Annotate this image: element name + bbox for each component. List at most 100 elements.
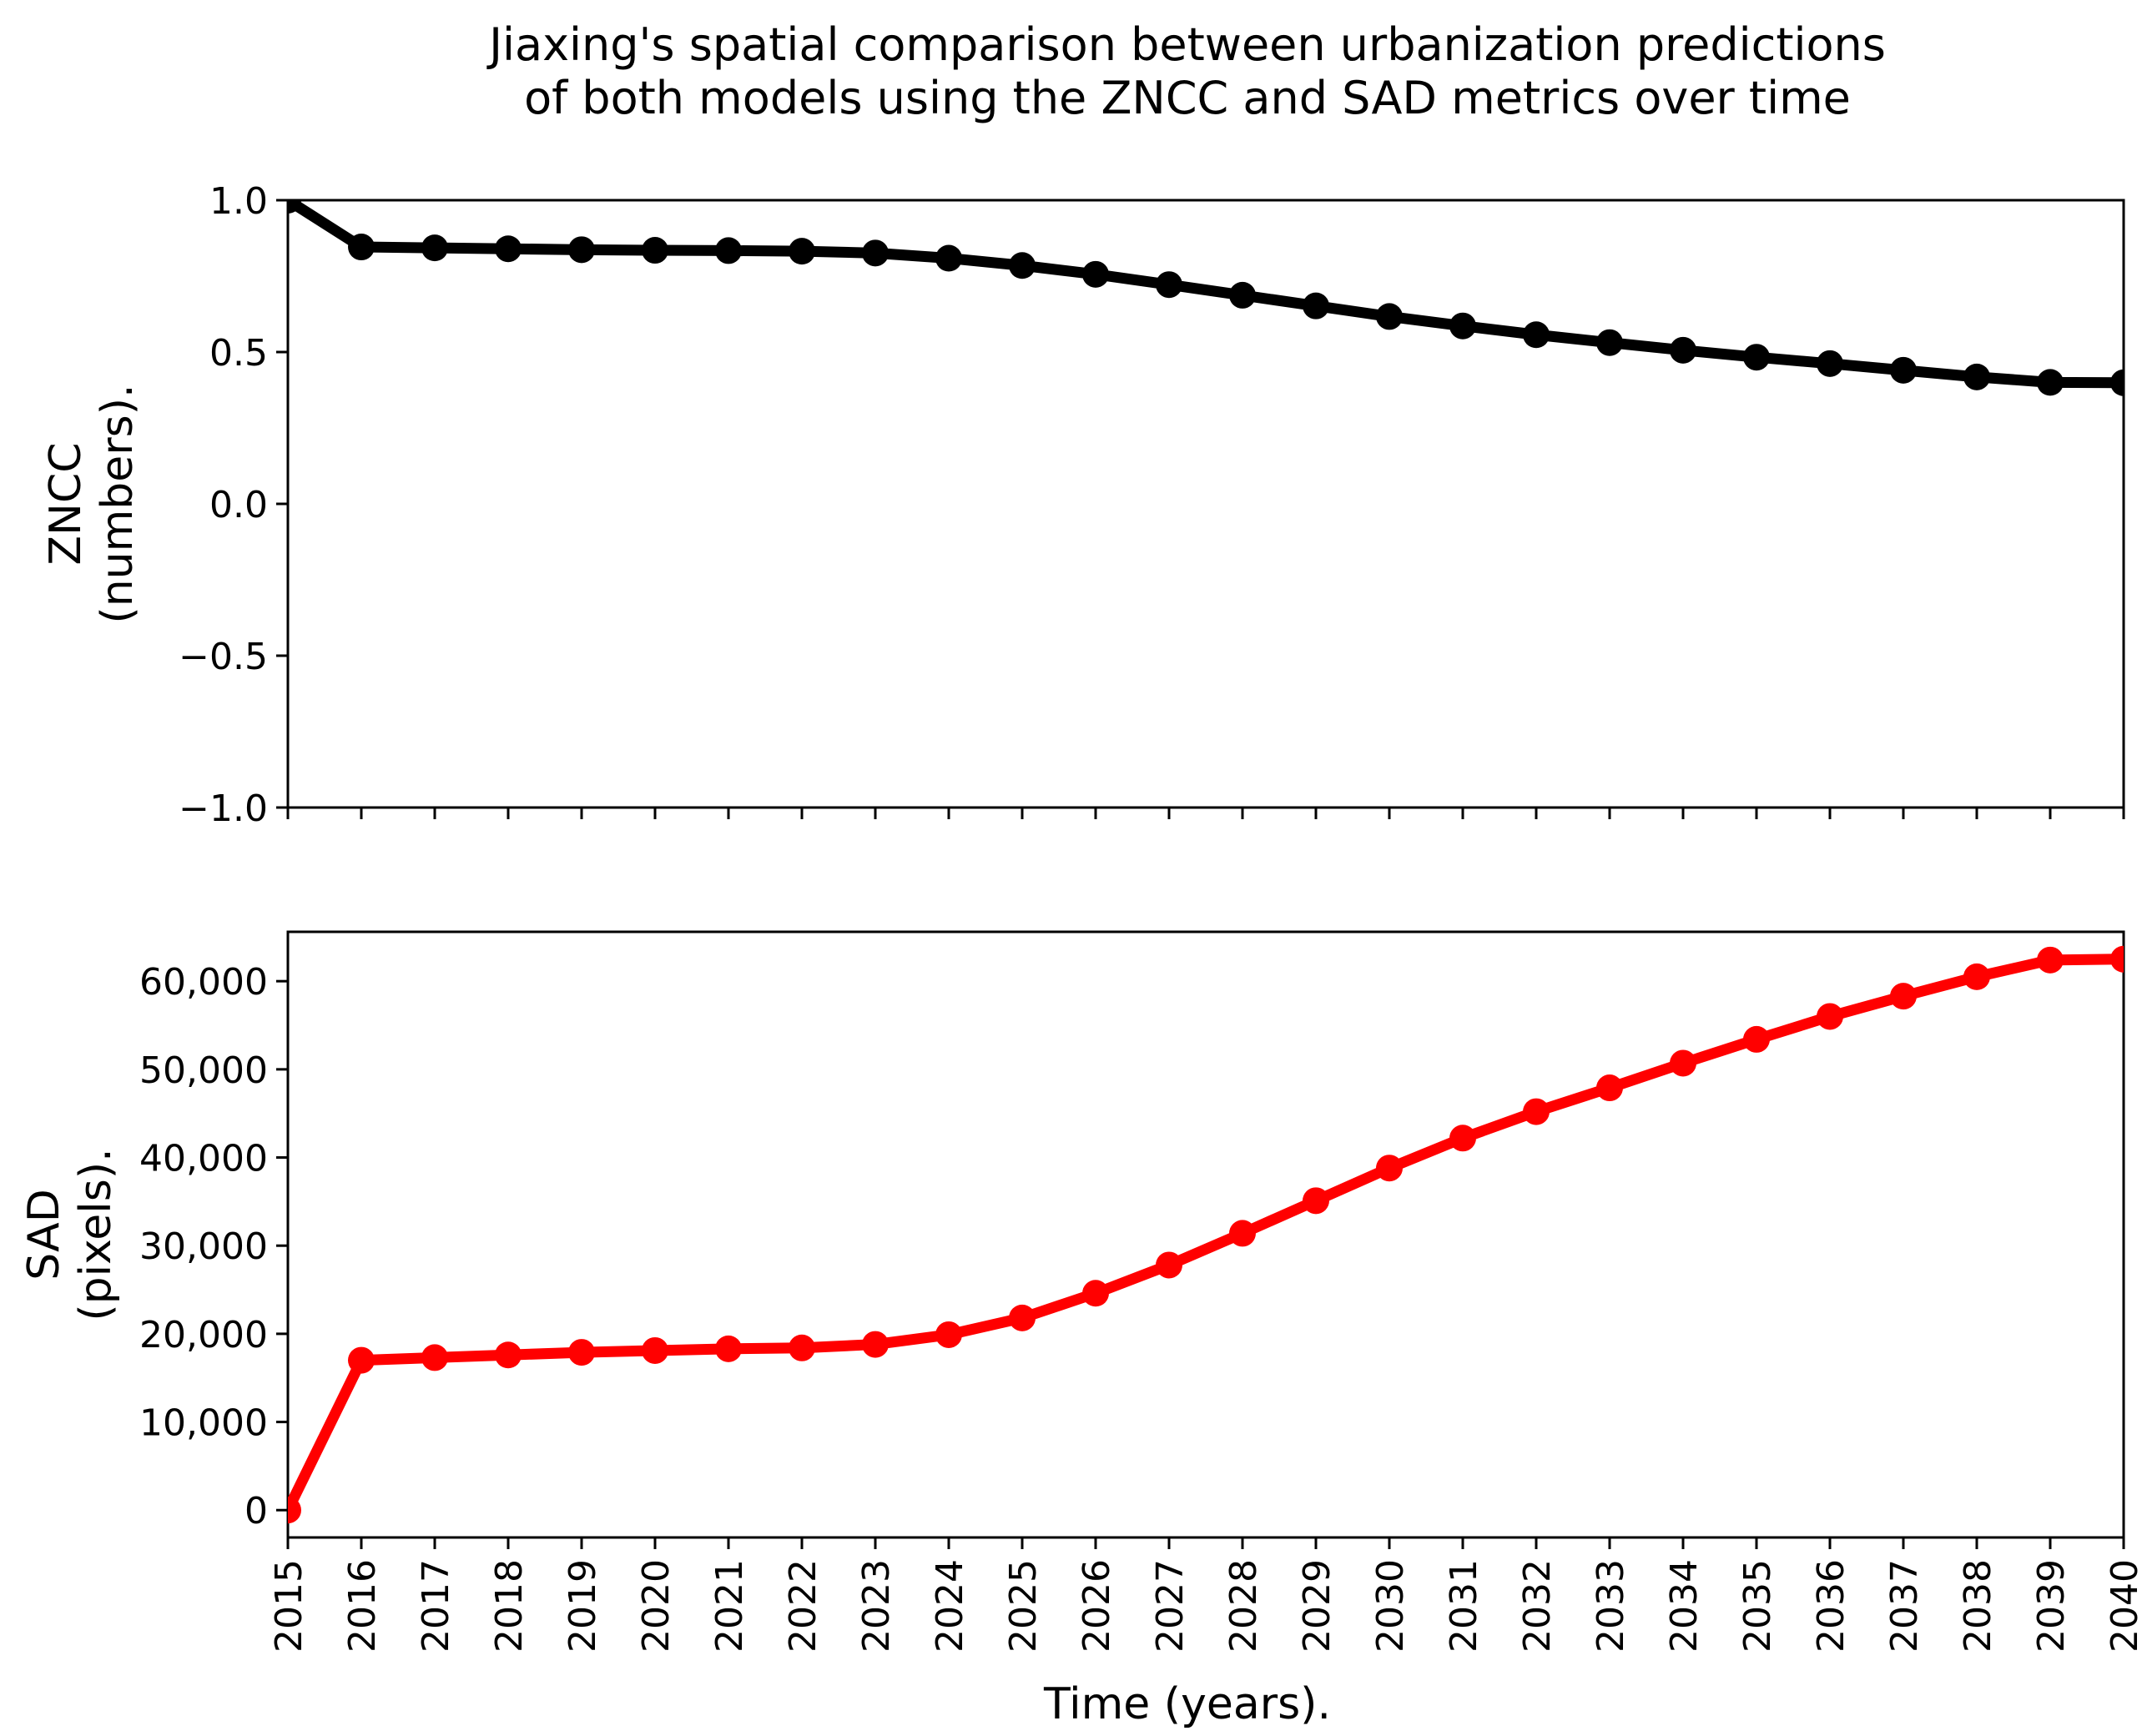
sad-ytick-label: 40,000 [139,1138,268,1180]
sad-data-point [1229,1220,1256,1247]
zncc-series [288,200,2124,396]
sad-data-point [1009,1304,1036,1331]
sad-xtick-label: 2024 [929,1559,971,1653]
sad-data-point [1963,963,1990,990]
sad-panel: 0 10,000 20,000 30,000 40,000 50,000 60,000 201… [19,930,2142,1653]
sad-xtick-label: 2020 [635,1559,678,1653]
sad-plot-frame [286,930,2125,1539]
sad-xtick-label: 2029 [1296,1559,1338,1653]
sad-data-point [568,1339,595,1366]
zncc-data-point [1449,312,1476,340]
zncc-ytick-label: 0.0 [209,484,268,526]
sad-ylabel-line-2: (pixels). [71,1148,121,1321]
zncc-ytick-label: 0.5 [209,332,268,375]
zncc-data-point [2037,369,2064,396]
sad-data-point [935,1321,962,1348]
sad-data-point [862,1331,889,1358]
sad-data-point [642,1336,668,1364]
zncc-data-point [1009,252,1036,279]
zncc-data-point [495,235,522,263]
zncc-data-point [1376,303,1403,330]
chart-title-line-2: of both models using the ZNCC and SAD me… [524,72,1851,124]
sad-xtick-label: 2040 [2104,1559,2142,1653]
sad-xtick-label: 2017 [415,1559,457,1653]
sad-data-point [1376,1155,1403,1182]
zncc-data-point [1156,271,1182,299]
sad-xtick-label: 2019 [562,1559,604,1653]
zncc-data-point [1743,344,1770,371]
zncc-data-point [288,200,301,214]
sad-xtick-label: 2039 [2030,1559,2073,1653]
sad-xtick-label: 2038 [1957,1559,1999,1653]
zncc-data-point [568,236,595,264]
sad-series [288,945,2124,1524]
zncc-panel: −1.0 −0.5 0.0 0.5 1.0 ZNCC (numbers). [41,180,2125,830]
zncc-ytick-label: −0.5 [179,636,268,678]
zncc-data-point [935,244,962,272]
sad-ytick-label: 60,000 [139,961,268,1004]
zncc-ytick-label: −1.0 [179,787,268,830]
sad-data-point [1449,1125,1476,1152]
zncc-data-point [789,238,815,265]
sad-data-point [1817,1003,1843,1030]
sad-ytick-label: 30,000 [139,1225,268,1268]
zncc-data-point [1670,336,1696,364]
zncc-data-point [1082,260,1109,288]
sad-xtick-label: 2025 [1002,1559,1045,1653]
sad-data-point [715,1335,742,1362]
sad-ytick-label: 0 [244,1490,268,1532]
zncc-data-point [2110,369,2124,396]
sad-xtick-label: 2026 [1076,1559,1118,1653]
sad-ytick-label: 10,000 [139,1402,268,1445]
sad-xtick-label: 2033 [1590,1559,1632,1653]
zncc-data-point [1523,321,1550,349]
sad-data-point [2110,945,2124,973]
sad-ytick-label: 20,000 [139,1314,268,1356]
sad-data-point [1156,1251,1182,1279]
sad-xtick-label: 2036 [1810,1559,1852,1653]
sad-xtick-label: 2030 [1369,1559,1412,1653]
sad-xtick-label: 2021 [708,1559,751,1653]
sad-xtick-label: 2027 [1149,1559,1192,1653]
zncc-ylabel-line-2: (numbers). [93,384,143,623]
zncc-data-point [642,237,668,264]
zncc-data-point [348,234,375,261]
sad-xtick-label: 2016 [341,1559,384,1653]
sad-data-point [2037,946,2064,974]
zncc-data-point [1890,356,1917,384]
zncc-data-point [1963,363,1990,390]
sad-xtick-label: 2023 [855,1559,898,1653]
sad-data-point [1743,1025,1770,1053]
sad-data-point [288,1497,301,1524]
sad-xtick-label: 2035 [1736,1559,1779,1653]
sad-xtick-label: 2037 [1883,1559,1926,1653]
sad-xtick-label: 2022 [782,1559,824,1653]
zncc-data-point [1596,329,1623,356]
sad-xtick-label: 2015 [268,1559,310,1653]
zncc-series-line [288,200,2124,389]
sad-xtick-label: 2018 [488,1559,531,1653]
sad-xtick-label: 2031 [1443,1559,1485,1653]
sad-xtick-label: 2032 [1516,1559,1559,1653]
sad-data-point [1890,983,1917,1010]
zncc-ytick-label: 1.0 [209,180,268,223]
sad-data-point [421,1344,448,1371]
sad-data-point [1303,1187,1329,1215]
sad-ylabel-line-1: SAD [19,1189,69,1281]
sad-ytick-label: 50,000 [139,1049,268,1092]
sad-data-point [1670,1049,1696,1077]
sad-series-line [288,954,2124,1516]
sad-xtick-label: 2034 [1663,1559,1706,1653]
sad-data-point [348,1346,375,1374]
zncc-data-point [1303,292,1329,320]
sad-data-point [789,1334,815,1361]
chart-title-line-1: Jiaxing's spatial comparison between urb… [486,18,1886,71]
zncc-data-point [862,239,889,267]
zncc-ylabel-line-1: ZNCC [41,442,91,565]
zncc-data-point [1817,350,1843,377]
sad-data-point [495,1341,522,1369]
sad-xtick-label: 2028 [1222,1559,1265,1653]
sad-data-point [1596,1074,1623,1102]
sad-data-point [1523,1098,1550,1125]
sad-data-point [1082,1280,1109,1307]
